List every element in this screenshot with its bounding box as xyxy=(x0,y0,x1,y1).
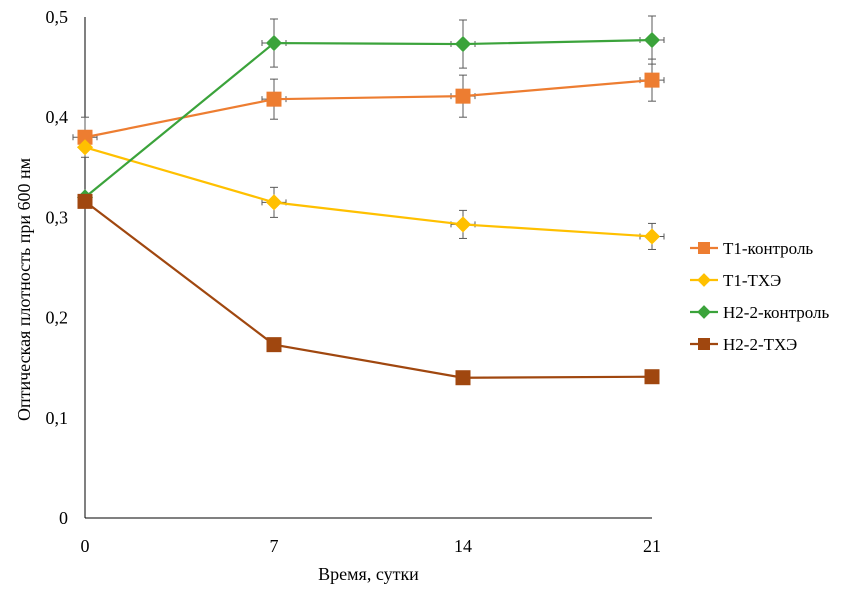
data-point xyxy=(644,369,660,385)
series xyxy=(72,15,665,386)
x-tick-label: 14 xyxy=(454,536,472,556)
y-tick-label: 0,1 xyxy=(46,408,69,428)
y-tick-label: 0,3 xyxy=(46,207,69,227)
series-group xyxy=(76,139,665,250)
data-point xyxy=(455,88,471,104)
data-point xyxy=(76,139,94,156)
data-point xyxy=(265,34,283,52)
x-tick-label: 7 xyxy=(270,536,279,556)
series-group xyxy=(77,193,660,386)
legend-item: Т1-ТХЭ xyxy=(690,271,781,290)
legend-marker xyxy=(697,273,711,287)
y-tick-label: 0,4 xyxy=(46,107,69,127)
series-line xyxy=(84,146,653,238)
y-axis-title: Оптическая плотность при 600 нм xyxy=(14,158,34,421)
x-tick-label: 21 xyxy=(643,536,661,556)
data-point xyxy=(266,337,282,353)
data-point xyxy=(266,91,282,107)
data-point xyxy=(455,370,471,386)
legend-label: Н2-2-контроль xyxy=(723,303,829,322)
data-point xyxy=(77,129,93,145)
x-axis-title: Время, сутки xyxy=(318,564,419,584)
data-point xyxy=(643,31,661,49)
legend-label: Н2-2-ТХЭ xyxy=(723,335,797,354)
y-tick-label: 0,5 xyxy=(46,7,69,27)
legend-label: Т1-контроль xyxy=(723,239,813,258)
series-group xyxy=(72,58,665,158)
data-point xyxy=(77,193,93,209)
data-point xyxy=(265,194,283,211)
x-tick-label: 0 xyxy=(81,536,90,556)
data-point xyxy=(454,216,472,233)
legend-item: Т1-контроль xyxy=(690,239,813,258)
y-tick-labels: 0 0,1 0,2 0,3 0,4 0,5 xyxy=(46,7,69,528)
legend-marker xyxy=(697,305,711,319)
legend-marker xyxy=(698,242,710,254)
legend-marker xyxy=(698,338,710,350)
legend-item: Н2-2-ТХЭ xyxy=(690,335,797,354)
data-point xyxy=(644,72,660,88)
axes xyxy=(84,17,652,519)
series-line xyxy=(84,38,653,199)
data-point xyxy=(643,228,661,245)
y-tick-label: 0,2 xyxy=(46,308,69,328)
series-group xyxy=(76,15,665,206)
series-line xyxy=(84,200,653,379)
legend-item: Н2-2-контроль xyxy=(690,303,829,322)
x-tick-labels: 0 7 14 21 xyxy=(81,536,662,556)
legend: Т1-контроль Т1-ТХЭ Н2-2-контроль Н2-2-ТХЭ xyxy=(690,239,829,354)
data-point xyxy=(454,35,472,53)
y-tick-label: 0 xyxy=(59,508,68,528)
legend-label: Т1-ТХЭ xyxy=(723,271,781,290)
series-line xyxy=(84,79,653,139)
